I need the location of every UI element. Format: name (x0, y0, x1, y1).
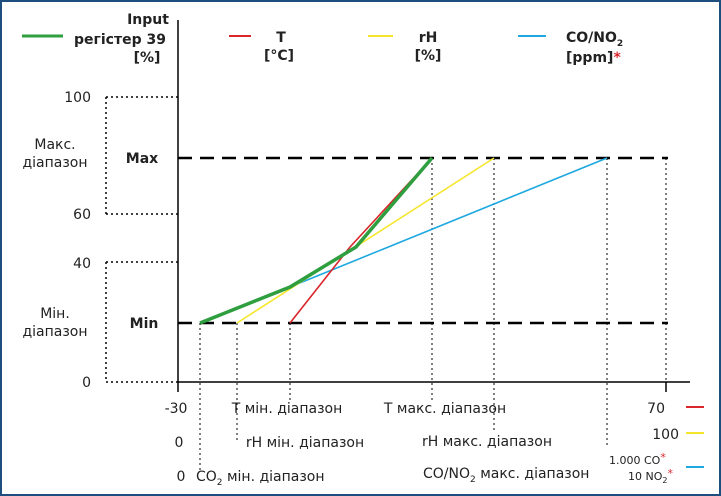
max-range-label-line1: Макс. (34, 137, 75, 153)
x-row3-right-no2-sub: 2 (662, 476, 667, 485)
y-tick-0: 0 (82, 375, 91, 391)
x-row3-right-star2: * (667, 467, 673, 480)
legend-rh-line1: rH (419, 30, 438, 46)
x-row1-left: -30 (165, 401, 188, 417)
co-no2-line (289, 157, 608, 288)
x-row1-t-max: T макс. діапазон (383, 401, 506, 417)
x-row2-rh-max: rH макс. діапазон (422, 434, 552, 450)
x-row3-co-no2-rest: макс. діапазон (476, 466, 590, 482)
x-row3-co-no2-sub: 2 (470, 475, 476, 485)
legend-t-line1: T (276, 30, 286, 46)
legend-co-no2-text: CO/NO (566, 30, 617, 46)
y-tick-60: 60 (73, 207, 91, 223)
legend-input-line1: Input (127, 12, 169, 28)
x-row3-co2-main: CO (196, 469, 217, 485)
legend-rh-line2: [%] (415, 48, 442, 64)
legend: Input регістер 39 [%] T [°C] rH [%] CO/N… (22, 12, 623, 66)
x-row3-co2-min: CO2 мін. діапазон (196, 469, 325, 488)
x-row3-co-no2-main: CO/NO (423, 466, 470, 482)
legend-t-line2: [°C] (264, 48, 294, 64)
min-range-label-line1: Мін. (40, 306, 70, 322)
x-row3-right-star1: * (660, 451, 666, 464)
x-row3-co2-sub: 2 (217, 478, 223, 488)
x-row1-right: 70 (647, 401, 665, 417)
x-row3-co2-rest: мін. діапазон (223, 469, 325, 485)
x-row3-right-co: 1.000 CO (609, 454, 661, 467)
x-row1-t-min: T мін. діапазон (231, 401, 343, 417)
y-tick-40: 40 (73, 256, 91, 272)
min-label: Min (130, 316, 159, 332)
rh-line (236, 157, 495, 324)
max-label: Max (126, 151, 158, 167)
y-tick-100: 100 (64, 90, 91, 106)
max-range-label-line2: діапазон (22, 155, 87, 171)
x-row2-left: 0 (175, 435, 184, 451)
min-range-label-line2: діапазон (22, 324, 87, 340)
legend-input-line3: [%] (134, 50, 161, 66)
legend-co-no2-unit: [ppm] (566, 50, 613, 66)
x-row3-left: 0 (177, 469, 186, 485)
legend-co-no2-sub: 2 (617, 39, 623, 49)
legend-co-no2-line2: [ppm]* (566, 50, 621, 66)
x-row2-rh-min: rH мін. діапазон (246, 435, 364, 451)
legend-input-line2: регістер 39 (74, 32, 166, 48)
legend-co-no2-line1: CO/NO2 (566, 30, 623, 49)
input-line (199, 156, 434, 325)
x-row2-right: 100 (652, 427, 679, 443)
x-row3-right-line2: 10 NO2* (628, 467, 673, 485)
x-row3-right-line1: 1.000 CO* (609, 451, 666, 467)
x-row3-right-no2: 10 NO (628, 470, 663, 483)
x-row3-co-no2-max: CO/NO2 макс. діапазон (423, 466, 589, 485)
legend-star: * (613, 50, 621, 66)
